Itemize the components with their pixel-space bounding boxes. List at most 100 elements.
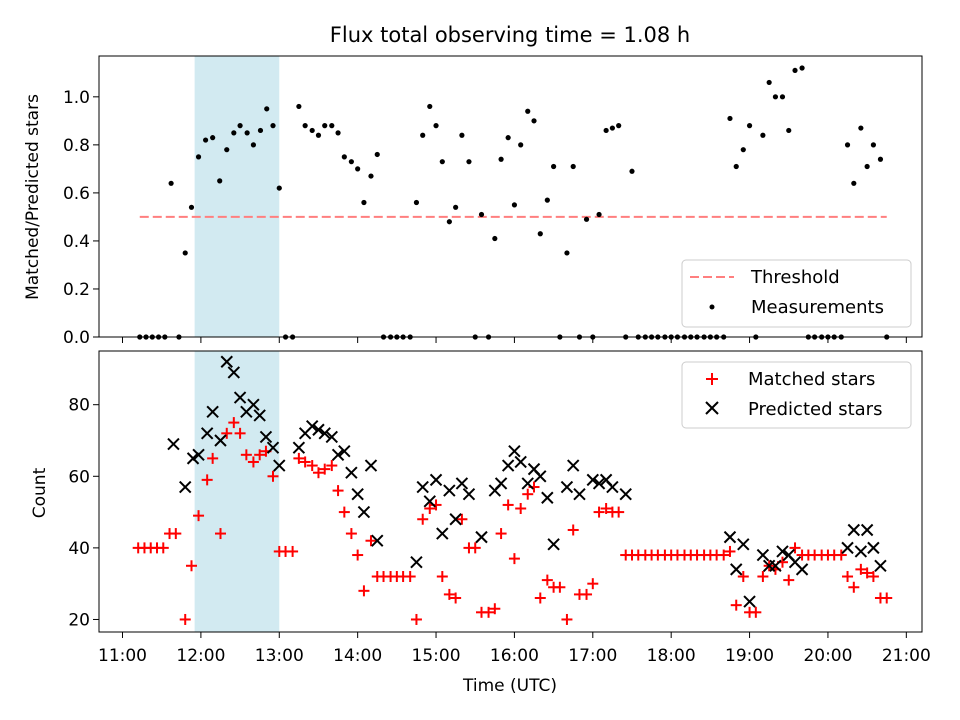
measurement-point bbox=[335, 130, 341, 136]
predicted-star-point bbox=[410, 555, 423, 569]
measurement-point bbox=[202, 137, 209, 143]
x-tick-label: 11:00 bbox=[98, 646, 147, 666]
top-y-tick-label: 0.4 bbox=[63, 232, 90, 252]
measurement-point bbox=[596, 211, 602, 218]
predicted-star-point bbox=[743, 595, 756, 608]
measurement-point bbox=[355, 166, 361, 172]
top-legend-box bbox=[681, 259, 912, 328]
measurement-point bbox=[498, 156, 504, 162]
predicted-star-point bbox=[266, 441, 280, 454]
legend-measurements-label: Measurements bbox=[751, 297, 884, 318]
x-axis-label: Time (UTC) bbox=[462, 676, 557, 696]
measurement-point bbox=[168, 180, 174, 186]
matched-star-point bbox=[214, 528, 226, 540]
measurement-point bbox=[544, 197, 550, 203]
bottom-y-ticks: 20 40 60 80 bbox=[68, 396, 99, 630]
measurement-point bbox=[322, 123, 328, 129]
matched-star-point bbox=[730, 599, 742, 611]
predicted-star-point bbox=[534, 470, 547, 483]
matched-star-point bbox=[424, 503, 436, 515]
measurement-point bbox=[531, 118, 537, 124]
matched-star-point bbox=[724, 545, 736, 557]
measurement-point bbox=[629, 168, 635, 174]
predicted-star-point bbox=[737, 538, 750, 551]
x-tick-label: 12:00 bbox=[176, 646, 225, 666]
measurement-point bbox=[492, 235, 498, 242]
matched-star-point bbox=[593, 506, 605, 518]
matched-star-point bbox=[221, 427, 233, 439]
predicted-star-point bbox=[247, 398, 260, 411]
matched-star-point bbox=[515, 503, 527, 515]
matched-star-point bbox=[365, 535, 377, 547]
matched-star-point bbox=[228, 417, 240, 429]
measurement-point bbox=[511, 202, 518, 208]
measurement-point bbox=[439, 159, 445, 165]
matched-star-point bbox=[352, 549, 364, 561]
predicted-star-point bbox=[331, 448, 345, 462]
predicted-star-point bbox=[259, 430, 273, 444]
predicted-star-point bbox=[305, 419, 319, 433]
top-legend: Threshold Measurements bbox=[681, 259, 912, 328]
measurement-point bbox=[760, 132, 766, 138]
measurement-point bbox=[870, 142, 877, 148]
measurement-point bbox=[427, 103, 433, 110]
matched-star-point bbox=[581, 588, 593, 600]
matched-star-point bbox=[170, 528, 182, 540]
predicted-star-point bbox=[874, 559, 887, 572]
matched-star-point bbox=[835, 549, 847, 561]
bottom-y-tick-label: 80 bbox=[68, 396, 90, 416]
bottom-y-axis-label: Count bbox=[30, 467, 50, 518]
matched-star-point bbox=[789, 542, 801, 554]
measurement-point bbox=[537, 231, 543, 237]
chart-title: Flux total observing time = 1.08 h bbox=[330, 23, 690, 47]
matched-star-point bbox=[567, 524, 579, 536]
matched-star-point bbox=[201, 474, 213, 486]
predicted-star-point bbox=[592, 477, 606, 490]
bottom-observing-span bbox=[194, 351, 280, 632]
predicted-star-point bbox=[186, 452, 200, 465]
predicted-star-point bbox=[455, 477, 469, 490]
bottom-legend: Matched stars Predicted stars bbox=[681, 361, 912, 429]
matched-star-point bbox=[267, 470, 279, 482]
measurement-point bbox=[237, 123, 243, 129]
top-x-ticks bbox=[122, 337, 907, 343]
measurement-point bbox=[224, 147, 230, 153]
matched-star-point bbox=[861, 567, 873, 579]
measurement-point bbox=[740, 147, 746, 153]
matched-star-point bbox=[179, 613, 191, 625]
predicted-star-point bbox=[220, 355, 233, 368]
top-marks bbox=[137, 65, 890, 340]
matched-star-point bbox=[541, 574, 553, 586]
measurement-point bbox=[296, 103, 302, 110]
top-y-axis-label: Matched/Predicted stars bbox=[23, 94, 43, 300]
predicted-star-point bbox=[292, 441, 306, 454]
predicted-star-point bbox=[501, 459, 515, 472]
matched-star-point bbox=[534, 592, 546, 604]
top-y-tick-label: 1.0 bbox=[63, 88, 90, 108]
matched-star-point bbox=[587, 578, 599, 590]
predicted-star-point bbox=[423, 495, 436, 508]
matched-star-point bbox=[522, 488, 534, 500]
matched-star-point bbox=[234, 427, 246, 439]
measurement-point bbox=[525, 108, 531, 114]
predicted-star-point bbox=[521, 477, 534, 490]
measurement-point bbox=[799, 65, 805, 71]
predicted-star-point bbox=[273, 459, 286, 472]
predicted-star-point bbox=[847, 523, 861, 537]
measurement-point bbox=[433, 123, 439, 129]
matched-star-point bbox=[247, 456, 259, 468]
matched-star-point bbox=[207, 452, 219, 464]
measurement-point bbox=[361, 199, 367, 206]
predicted-star-point bbox=[325, 430, 338, 444]
predicted-star-point bbox=[606, 480, 619, 494]
matched-star-point bbox=[867, 571, 879, 583]
top-y-ticks: 0.0 0.2 0.4 0.6 0.8 1.0 bbox=[63, 88, 99, 348]
legend-measurements-swatch bbox=[709, 304, 715, 310]
legend-predicted-label: Predicted stars bbox=[748, 399, 882, 420]
predicted-star-point bbox=[769, 559, 782, 572]
matched-star-point bbox=[319, 463, 331, 475]
x-tick-label: 13:00 bbox=[255, 646, 304, 666]
measurement-point bbox=[551, 163, 557, 170]
